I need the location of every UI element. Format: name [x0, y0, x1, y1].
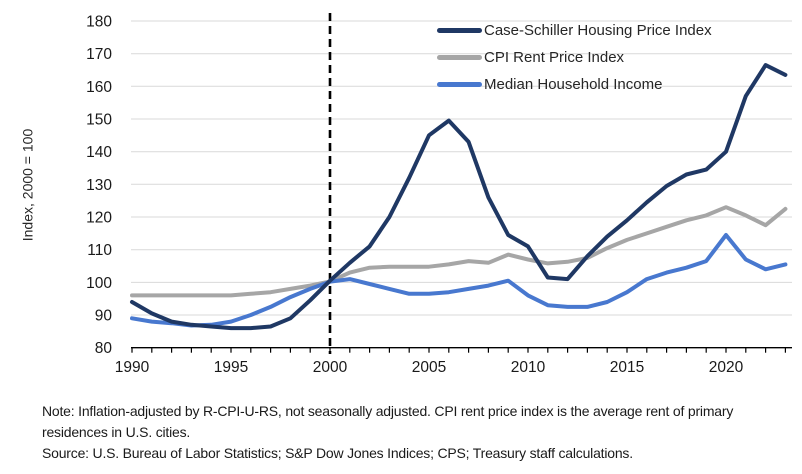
legend-swatch-cpi-rent [437, 55, 482, 60]
legend-label-median-income: Median Household Income [484, 76, 663, 93]
y-tick-label: 110 [87, 242, 112, 259]
x-tick-label: 2005 [412, 359, 446, 376]
x-tick-label: 2010 [511, 359, 546, 376]
legend-item-case-schiller: Case-Schiller Housing Price Index [437, 17, 712, 44]
series-line-1 [130, 205, 788, 298]
series-line-2 [130, 233, 788, 328]
y-tick-label: 90 [95, 308, 113, 325]
legend-label-cpi-rent: CPI Rent Price Index [484, 49, 625, 66]
y-axis-title: Index, 2000 = 100 [14, 60, 40, 310]
legend: Case-Schiller Housing Price Index CPI Re… [437, 17, 712, 98]
x-axis [131, 347, 792, 353]
y-tick-label: 80 [95, 340, 113, 357]
chart-plot: 80 90 100 110 120 130 140 150 160 170 180 1990 1995 2… [86, 13, 792, 376]
y-tick-label: 100 [86, 275, 112, 292]
legend-label-case-schiller: Case-Schiller Housing Price Index [484, 22, 712, 39]
gridlines [131, 20, 792, 316]
x-tick-label: 2015 [610, 359, 644, 376]
x-tick-label: 2020 [709, 359, 744, 376]
legend-item-median-income: Median Household Income [437, 71, 712, 98]
x-tick-label: 2000 [313, 359, 348, 376]
y-tick-label: 140 [86, 144, 112, 161]
x-tick-label: 1990 [115, 359, 150, 376]
y-axis-title-text: Index, 2000 = 100 [19, 128, 35, 242]
y-tick-label: 150 [86, 112, 112, 129]
y-tick-label: 130 [86, 177, 112, 194]
footnotes: Note: Inflation-adjusted by R-CPI-U-RS, … [42, 401, 754, 464]
y-tick-label: 170 [86, 46, 112, 63]
chart-area: 80 90 100 110 120 130 140 150 160 170 180 1990 1995 2… [14, 13, 792, 376]
x-tick-label: 1995 [214, 359, 248, 376]
note-text: Note: Inflation-adjusted by R-CPI-U-RS, … [42, 403, 734, 440]
legend-item-cpi-rent: CPI Rent Price Index [437, 44, 712, 71]
legend-swatch-case-schiller [437, 28, 482, 33]
series-line-0 [130, 63, 788, 331]
legend-swatch-median-income [437, 82, 482, 87]
y-tick-label: 180 [86, 14, 112, 31]
y-tick-label: 120 [86, 210, 112, 227]
y-axis-labels: 80 90 100 110 120 130 140 150 160 170 180 [86, 14, 112, 358]
y-tick-label: 160 [86, 79, 112, 96]
x-axis-labels: 1990 1995 2000 2005 2010 2015 2020 [115, 359, 744, 376]
source-text: Source: U.S. Bureau of Labor Statistics;… [42, 445, 633, 461]
